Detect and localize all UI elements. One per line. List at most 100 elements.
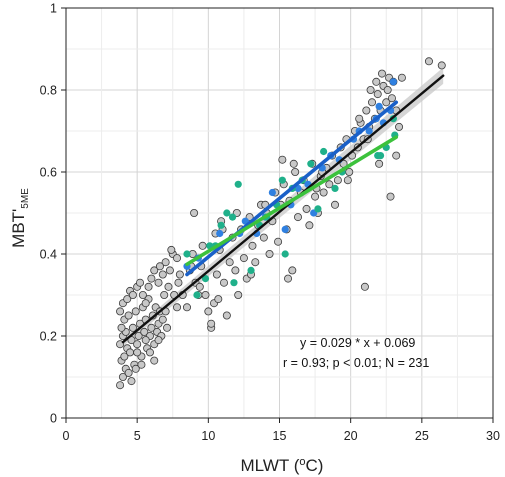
data-point bbox=[343, 176, 352, 185]
data-point bbox=[305, 221, 314, 230]
data-point bbox=[314, 205, 322, 213]
data-point bbox=[137, 360, 146, 369]
data-point bbox=[126, 348, 135, 357]
data-point bbox=[373, 90, 382, 99]
data-point bbox=[366, 86, 375, 95]
data-point bbox=[164, 282, 173, 291]
x-axis-title: MLWT (oC) bbox=[241, 456, 324, 475]
data-point bbox=[360, 282, 369, 291]
data-point bbox=[182, 303, 191, 312]
data-point bbox=[165, 266, 174, 275]
data-point bbox=[345, 167, 354, 176]
regression-line-green bbox=[185, 135, 399, 267]
data-point bbox=[219, 278, 228, 287]
data-point bbox=[117, 323, 126, 332]
data-point bbox=[294, 213, 303, 222]
data-point bbox=[217, 221, 225, 229]
data-point bbox=[128, 290, 137, 299]
x-tick-label: 10 bbox=[201, 429, 215, 443]
data-point bbox=[223, 209, 231, 217]
data-point bbox=[147, 274, 156, 283]
data-point bbox=[141, 299, 150, 308]
data-point bbox=[397, 73, 406, 82]
data-point bbox=[216, 229, 224, 238]
y-axis-title-main: MBT' bbox=[9, 209, 28, 248]
data-point bbox=[234, 180, 242, 188]
data-point bbox=[173, 303, 182, 312]
data-point bbox=[274, 237, 283, 246]
x-axis-title-sup: o bbox=[299, 456, 305, 468]
data-point bbox=[248, 241, 257, 250]
data-point bbox=[424, 57, 433, 66]
data-point bbox=[320, 147, 328, 156]
data-point bbox=[150, 266, 159, 275]
data-point bbox=[116, 307, 125, 316]
data-point bbox=[214, 295, 223, 304]
x-tick-label: 25 bbox=[415, 429, 429, 443]
data-point bbox=[284, 274, 293, 283]
data-point bbox=[127, 377, 136, 386]
data-point bbox=[225, 258, 234, 267]
data-point bbox=[204, 307, 213, 316]
x-axis-title-main: MLWT ( bbox=[241, 456, 300, 475]
data-point bbox=[395, 122, 404, 131]
data-point bbox=[141, 336, 150, 345]
data-point bbox=[331, 200, 340, 209]
data-point bbox=[234, 290, 243, 299]
x-tick-label: 20 bbox=[344, 429, 358, 443]
regression-line-blue bbox=[185, 100, 399, 277]
data-point bbox=[368, 98, 377, 107]
y-axis-ticks: 0 0.2 0.4 0.6 0.8 1 bbox=[40, 2, 66, 426]
data-point bbox=[247, 266, 255, 274]
x-axis-ticks: 0 5 10 15 20 25 30 bbox=[63, 418, 500, 443]
data-point bbox=[325, 180, 334, 189]
data-point bbox=[365, 127, 373, 135]
data-point bbox=[158, 270, 167, 279]
data-point bbox=[289, 159, 298, 168]
y-tick-label: 0.2 bbox=[40, 330, 57, 344]
y-axis-title-sub: 5ME bbox=[20, 188, 31, 209]
data-point bbox=[288, 266, 297, 275]
data-point bbox=[437, 61, 446, 70]
data-point bbox=[183, 250, 191, 258]
data-point bbox=[124, 368, 133, 377]
data-point bbox=[278, 176, 286, 184]
data-point bbox=[230, 279, 238, 287]
data-point bbox=[154, 336, 163, 345]
data-point bbox=[331, 184, 339, 192]
data-point bbox=[376, 152, 385, 160]
data-point bbox=[281, 225, 289, 233]
data-point bbox=[134, 331, 143, 340]
data-point bbox=[201, 290, 210, 299]
data-point bbox=[123, 295, 132, 304]
data-point bbox=[387, 94, 396, 103]
data-point bbox=[133, 348, 142, 357]
data-point bbox=[174, 278, 183, 287]
data-point bbox=[333, 176, 342, 185]
data-point bbox=[160, 290, 169, 299]
data-point bbox=[131, 307, 140, 316]
data-point bbox=[120, 352, 129, 361]
data-point bbox=[268, 188, 276, 197]
x-tick-label: 15 bbox=[273, 429, 287, 443]
y-tick-label: 0.8 bbox=[40, 84, 57, 98]
data-point bbox=[375, 159, 384, 168]
data-point bbox=[386, 192, 395, 201]
data-point bbox=[362, 106, 371, 115]
data-point bbox=[173, 254, 182, 263]
data-point bbox=[116, 381, 125, 390]
data-point bbox=[291, 167, 300, 176]
data-point bbox=[131, 364, 140, 373]
data-point bbox=[319, 188, 328, 197]
data-point bbox=[207, 319, 216, 328]
data-point bbox=[302, 204, 311, 213]
regression-line-all bbox=[121, 74, 445, 344]
data-point bbox=[259, 233, 268, 242]
data-point bbox=[195, 282, 204, 291]
data-point bbox=[375, 102, 383, 110]
data-point bbox=[150, 356, 159, 365]
data-point bbox=[167, 245, 176, 254]
data-point bbox=[307, 160, 315, 168]
data-point bbox=[147, 323, 156, 332]
data-point bbox=[175, 270, 184, 279]
